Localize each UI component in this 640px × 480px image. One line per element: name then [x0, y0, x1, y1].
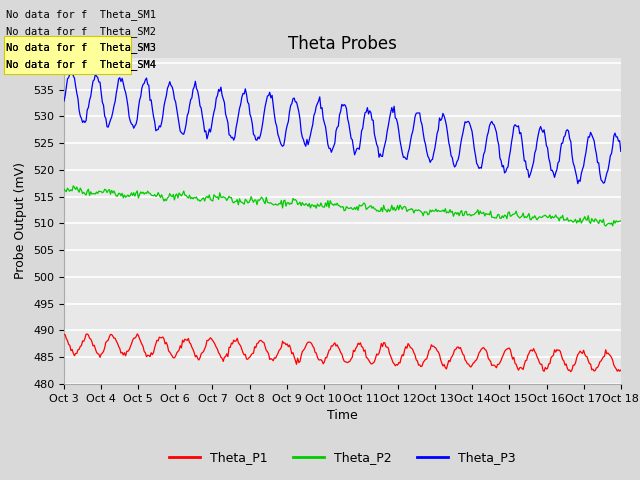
Text: No data for f  Theta_SM3: No data for f Theta_SM3 [6, 42, 156, 53]
Text: No data for f  Theta_SM4: No data for f Theta_SM4 [6, 59, 156, 70]
Text: No data for f  Theta_SM2: No data for f Theta_SM2 [6, 25, 156, 36]
Legend: Theta_P1, Theta_P2, Theta_P3: Theta_P1, Theta_P2, Theta_P3 [164, 446, 521, 469]
X-axis label: Time: Time [327, 409, 358, 422]
Text: No data for f  Theta_SM1: No data for f Theta_SM1 [6, 9, 156, 20]
Title: Theta Probes: Theta Probes [288, 35, 397, 53]
Text: No data for f  Theta_SM4: No data for f Theta_SM4 [6, 59, 156, 70]
Y-axis label: Probe Output (mV): Probe Output (mV) [15, 162, 28, 279]
Text: No data for f  Theta_SM3: No data for f Theta_SM3 [6, 42, 156, 53]
